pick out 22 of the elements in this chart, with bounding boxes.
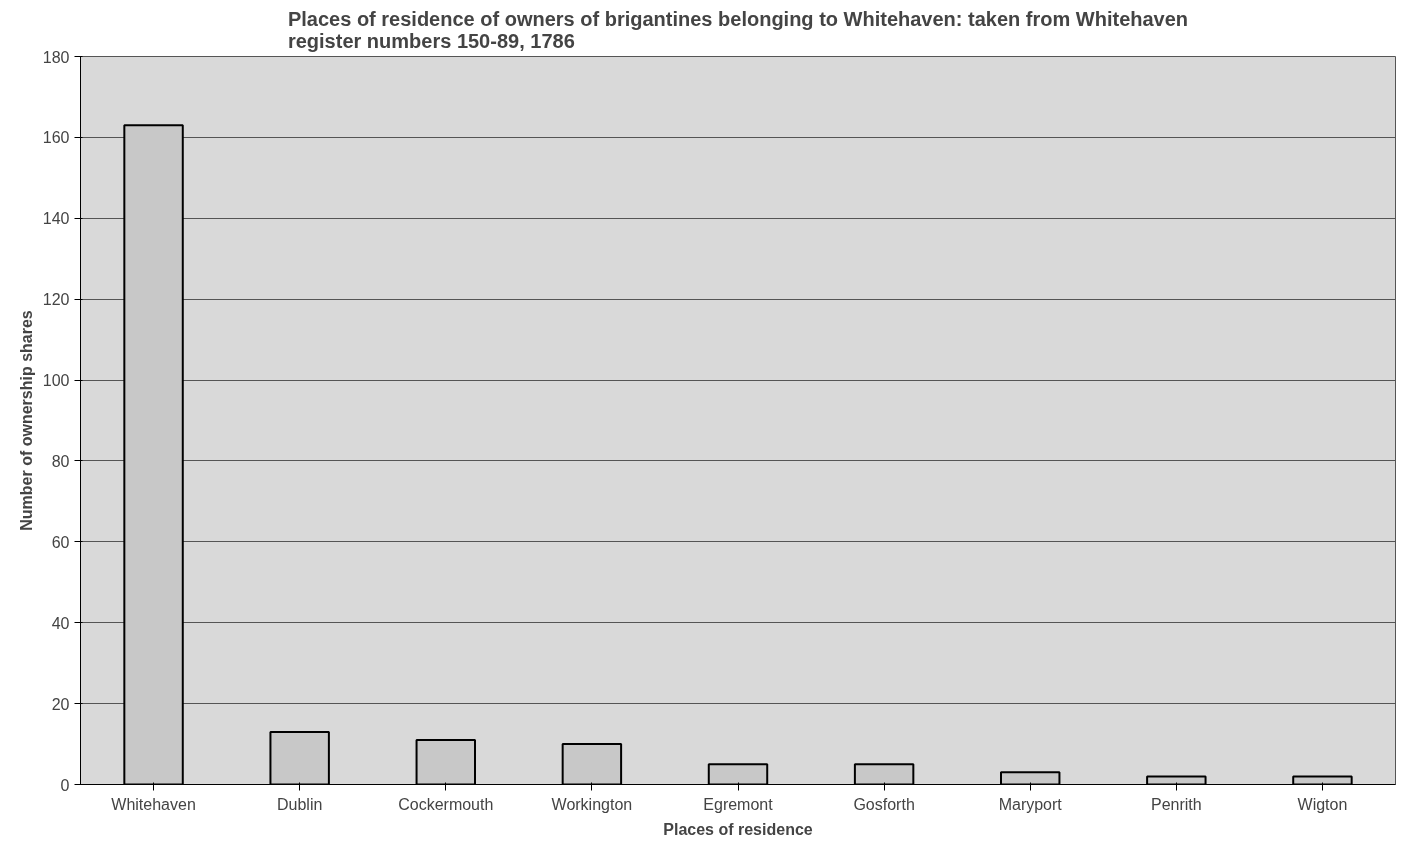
y-tick-label: 60 — [51, 533, 70, 551]
x-tick-label: Workington — [551, 795, 633, 813]
x-axis-title: Places of residence — [663, 820, 813, 838]
y-tick-label: 140 — [42, 210, 70, 228]
y-tick-label: 160 — [42, 129, 70, 147]
y-tick-label: 120 — [42, 291, 70, 309]
x-tick-label: Penrith — [1150, 795, 1202, 813]
x-tick-label: Whitehaven — [111, 795, 196, 813]
x-tick-label: Egremont — [703, 795, 774, 813]
y-tick-label: 0 — [60, 776, 70, 794]
x-tick-label: Wigton — [1297, 795, 1348, 813]
y-tick-label: 180 — [42, 48, 70, 66]
y-tick-label: 100 — [42, 372, 70, 390]
y-tick-label: 80 — [51, 452, 70, 470]
y-tick-label: 20 — [51, 695, 70, 713]
x-tick-label: Cockermouth — [398, 795, 494, 813]
x-tick-label: Gosforth — [853, 795, 915, 813]
y-axis-title: Number of ownership shares — [17, 310, 35, 531]
y-tick-label: 40 — [51, 614, 70, 632]
chart-title: Places of residence of owners of brigantines belonging to Whitehaven: taken from Whitehaven register numbers 150-89, 1786 — [287, 7, 1189, 52]
x-tick-label: Maryport — [998, 795, 1063, 813]
x-tick-label: Dublin — [276, 795, 323, 813]
